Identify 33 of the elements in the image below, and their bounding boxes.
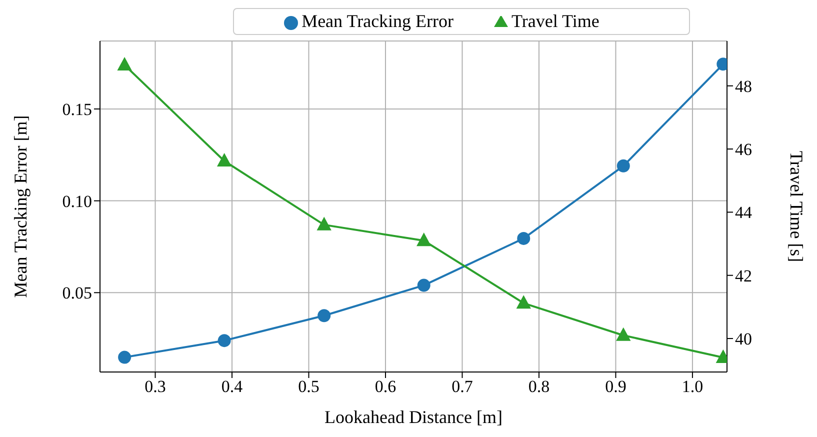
legend-label: Travel Time — [512, 11, 600, 31]
x-axis-title: Lookahead Distance [m] — [324, 407, 502, 427]
point — [416, 233, 431, 246]
x-tick-label: 0.8 — [528, 377, 550, 396]
x-tick-label: 0.7 — [452, 377, 474, 396]
point — [317, 217, 332, 230]
point — [616, 159, 630, 172]
x-tick-label: 0.3 — [144, 377, 166, 396]
point — [616, 328, 630, 341]
y-tick-label: 0.05 — [62, 284, 92, 303]
point — [517, 232, 530, 245]
y2-axis-title: Travel Time [s] — [786, 150, 807, 262]
y2-tick-label: 46 — [735, 140, 752, 160]
point — [118, 350, 132, 364]
y-axis-title: Mean Tracking Error [m] — [10, 115, 30, 298]
x-tick-label: 1.0 — [682, 377, 704, 396]
x-tick-label: 0.5 — [298, 377, 320, 396]
y2-tick-label: 44 — [735, 203, 752, 222]
legend-label: Mean Tracking Error — [302, 11, 454, 31]
y2-tick-label: 48 — [735, 76, 752, 96]
y-tick-label: 0.15 — [62, 100, 92, 119]
y-tick-label: 0.10 — [62, 192, 92, 211]
x-tick-label: 0.6 — [374, 377, 396, 396]
point — [318, 309, 331, 322]
point — [218, 334, 231, 348]
x-tick-label: 0.9 — [605, 377, 626, 396]
y2-tick-label: 40 — [735, 330, 752, 349]
point — [417, 278, 430, 292]
point — [217, 154, 232, 167]
point — [516, 296, 531, 309]
x-tick-label: 0.4 — [221, 377, 244, 396]
point — [118, 58, 132, 71]
y2-tick-label: 42 — [735, 266, 752, 286]
